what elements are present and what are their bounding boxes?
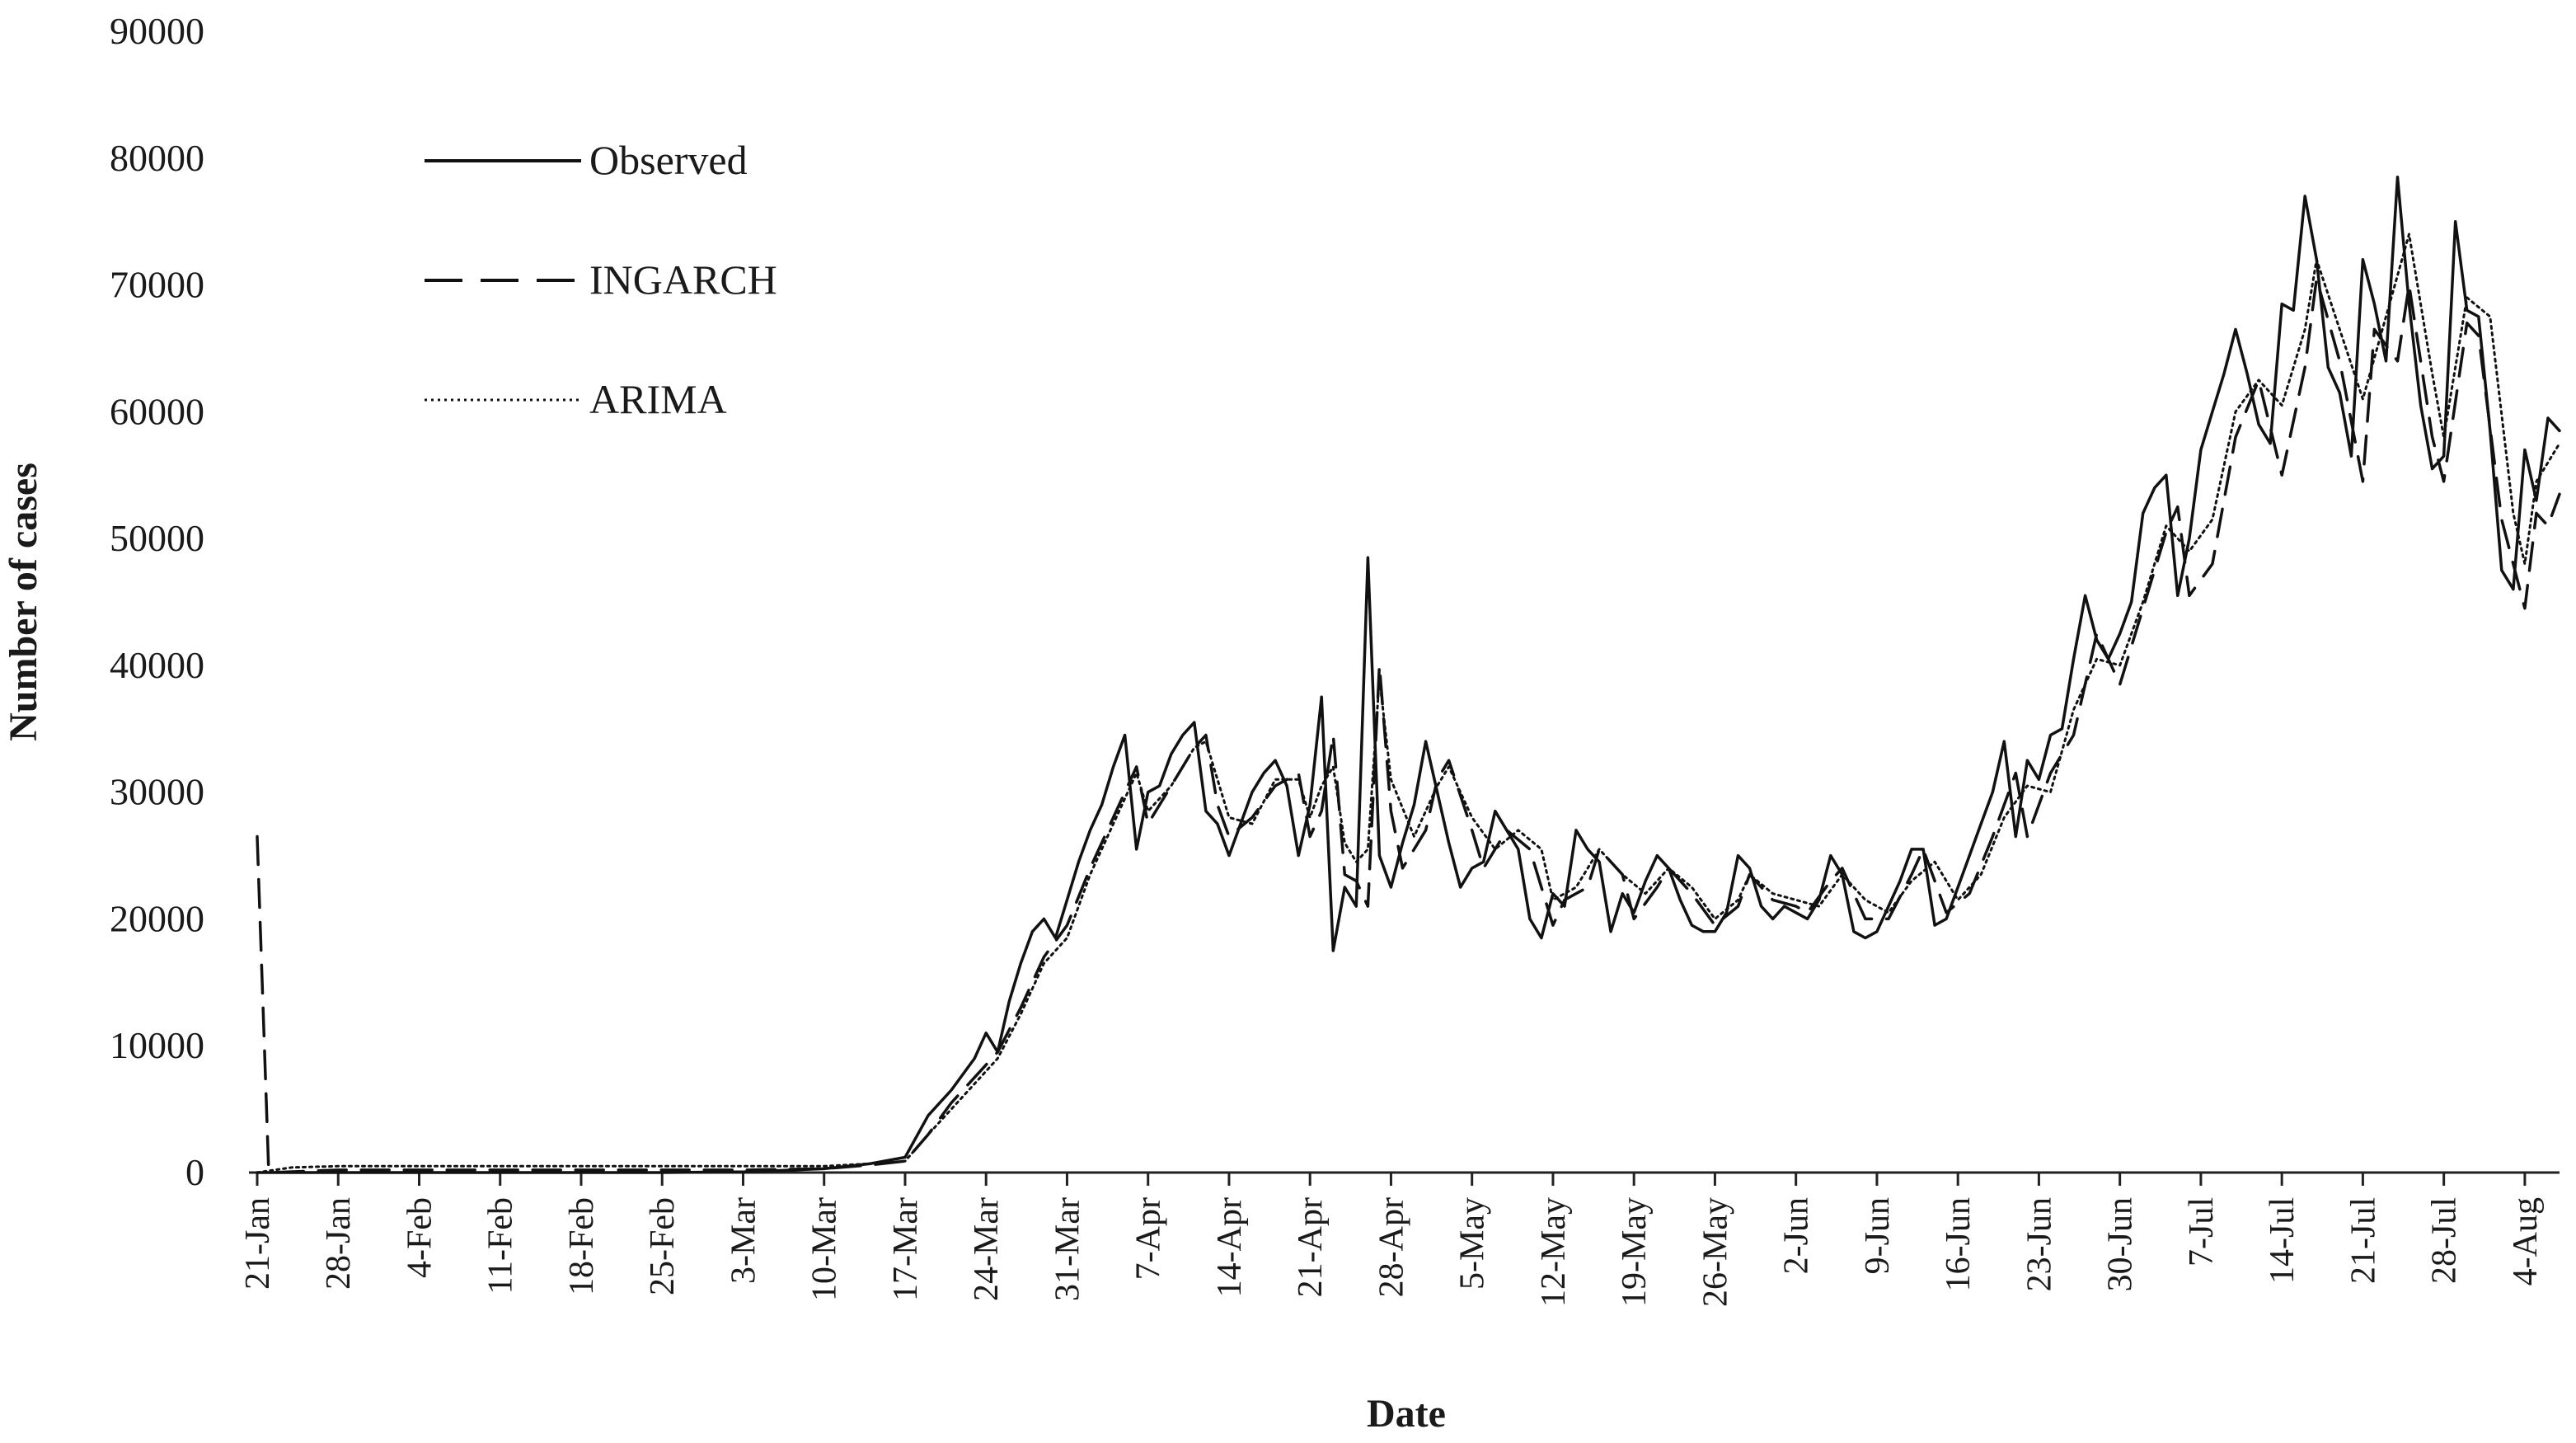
x-tick-label: 16-Jun <box>1940 1197 1978 1291</box>
y-tick-label: 90000 <box>110 10 204 52</box>
x-tick-label: 18-Feb <box>563 1197 601 1295</box>
x-tick-label: 3-Mar <box>725 1197 762 1284</box>
x-tick-label: 31-Mar <box>1049 1197 1086 1301</box>
x-tick-label: 21-Jul <box>2344 1197 2382 1284</box>
x-tick-label: 25-Feb <box>644 1197 682 1295</box>
x-tick-label: 4-Feb <box>401 1197 439 1278</box>
x-axis-title: Date <box>1367 1392 1446 1436</box>
x-axis-ticks: 21-Jan 28-Jan 4-Feb 11-Feb 18-Feb 25-Feb 3-Mar… <box>239 1173 2545 1307</box>
y-axis-title: Number of cases <box>2 463 45 741</box>
x-tick-label: 19-May <box>1616 1197 1654 1307</box>
x-tick-label: 23-Jun <box>2020 1197 2058 1291</box>
x-tick-label: 17-Mar <box>887 1197 925 1301</box>
x-tick-label: 24-Mar <box>968 1197 1006 1301</box>
x-tick-label: 14-Apr <box>1211 1197 1249 1297</box>
y-tick-label: 60000 <box>110 390 204 432</box>
y-tick-label: 70000 <box>110 264 204 306</box>
y-tick-label: 40000 <box>110 644 204 686</box>
legend: Observed INGARCH ARIMA <box>425 137 777 422</box>
y-tick-label: 0 <box>185 1151 204 1193</box>
y-tick-label: 20000 <box>110 897 204 939</box>
legend-label-arima: ARIMA <box>589 376 727 422</box>
legend-label-observed: Observed <box>589 137 748 183</box>
x-tick-label: 28-Jan <box>320 1197 358 1290</box>
x-tick-label: 14-Jul <box>2264 1197 2302 1284</box>
x-tick-label: 28-Jul <box>2426 1197 2464 1284</box>
y-tick-label: 30000 <box>110 771 204 813</box>
x-tick-label: 10-Mar <box>806 1197 844 1301</box>
x-tick-label: 2-Jun <box>1778 1197 1816 1274</box>
x-tick-label: 21-Apr <box>1292 1197 1330 1297</box>
y-tick-label: 50000 <box>110 517 204 559</box>
x-tick-label: 12-May <box>1535 1197 1573 1307</box>
y-tick-label: 80000 <box>110 137 204 179</box>
legend-label-ingarch: INGARCH <box>589 256 777 303</box>
x-tick-label: 7-Jul <box>2183 1197 2221 1267</box>
series-line-observed <box>256 176 2561 1174</box>
x-tick-label: 7-Apr <box>1130 1197 1168 1280</box>
y-tick-label: 10000 <box>110 1024 204 1066</box>
x-tick-label: 28-Apr <box>1372 1197 1410 1297</box>
x-tick-label: 26-May <box>1696 1197 1734 1307</box>
x-tick-label: 11-Feb <box>482 1197 520 1294</box>
x-tick-label: 30-Jun <box>2102 1197 2140 1291</box>
x-tick-label: 4-Aug <box>2507 1197 2545 1286</box>
series-lines <box>256 176 2561 1174</box>
x-tick-label: 21-Jan <box>239 1197 277 1290</box>
series-line-arima <box>256 233 2561 1174</box>
x-tick-label: 5-May <box>1454 1197 1492 1290</box>
x-tick-label: 9-Jun <box>1859 1197 1897 1274</box>
y-axis-ticks: 0 10000 20000 30000 40000 50000 60000 70000 8000… <box>110 10 204 1193</box>
